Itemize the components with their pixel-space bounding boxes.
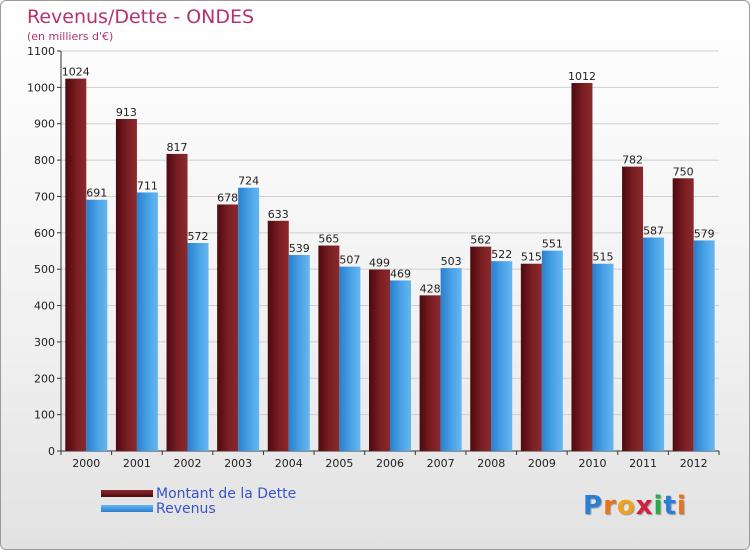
data-label: 507 bbox=[339, 254, 360, 267]
legend-swatch-debt bbox=[101, 490, 153, 497]
logo-letter: i bbox=[676, 491, 687, 521]
bar-debt bbox=[419, 295, 441, 451]
logo-letter: r bbox=[603, 491, 617, 521]
data-label: 551 bbox=[542, 238, 563, 251]
data-label: 691 bbox=[86, 187, 107, 200]
bar-debt bbox=[166, 153, 188, 451]
bar-debt bbox=[622, 166, 644, 452]
logo-letter: P bbox=[583, 491, 604, 521]
plot-area: 0 100 200 300 400 500 600 700 800 900 1000 1100 2000… bbox=[27, 45, 720, 470]
bar-debt bbox=[571, 83, 593, 451]
y-tick-label: 1100 bbox=[27, 45, 55, 58]
bar-revenue bbox=[440, 268, 462, 451]
y-tick-label: 600 bbox=[34, 227, 55, 240]
y-tick-label: 900 bbox=[34, 118, 55, 131]
data-label: 428 bbox=[420, 282, 441, 295]
data-label: 572 bbox=[188, 230, 209, 243]
x-tick-label: 2010 bbox=[578, 457, 606, 470]
x-tick-label: 2012 bbox=[680, 457, 708, 470]
y-tick-label: 200 bbox=[34, 372, 55, 385]
data-label: 499 bbox=[369, 257, 390, 270]
y-tick-label: 400 bbox=[34, 300, 55, 313]
bar-debt bbox=[369, 269, 390, 451]
bar-debt bbox=[267, 220, 289, 451]
data-label: 633 bbox=[268, 208, 289, 221]
y-tick-label: 800 bbox=[34, 154, 55, 167]
x-tick-label: 2000 bbox=[72, 457, 100, 470]
bar-debt bbox=[65, 78, 87, 452]
bar-debt bbox=[470, 246, 492, 451]
data-label: 515 bbox=[521, 251, 542, 264]
y-tick-label: 700 bbox=[34, 190, 55, 203]
bar-revenue bbox=[86, 199, 108, 451]
logo-letter: t bbox=[663, 491, 677, 521]
data-label: 565 bbox=[318, 233, 339, 246]
bar-debt bbox=[520, 263, 542, 451]
bar-revenue bbox=[643, 237, 665, 451]
chart-subtitle: (en milliers d'€) bbox=[27, 30, 114, 43]
x-tick-label: 2011 bbox=[629, 457, 657, 470]
data-label: 1024 bbox=[62, 66, 90, 79]
bar-revenue bbox=[541, 250, 563, 451]
chart-title: Revenus/Dette - ONDES bbox=[27, 6, 255, 28]
y-tick-label: 1000 bbox=[27, 81, 55, 94]
bar-revenue bbox=[288, 255, 310, 451]
x-tick-label: 2003 bbox=[224, 457, 252, 470]
data-label: 711 bbox=[137, 179, 158, 192]
x-tick-label: 2007 bbox=[427, 457, 455, 470]
bar-revenue bbox=[592, 263, 614, 451]
bar-debt bbox=[115, 119, 137, 451]
y-tick-label: 300 bbox=[34, 336, 55, 349]
data-label: 522 bbox=[491, 248, 512, 261]
data-label: 817 bbox=[167, 141, 188, 154]
data-label: 539 bbox=[289, 242, 310, 255]
data-label: 503 bbox=[441, 255, 462, 268]
bar-revenue bbox=[491, 261, 513, 451]
x-tick-label: 2005 bbox=[325, 457, 353, 470]
data-label: 469 bbox=[390, 267, 411, 280]
logo-letter: x bbox=[635, 491, 654, 521]
y-tick-label: 0 bbox=[48, 445, 55, 458]
bar-revenue bbox=[187, 243, 209, 451]
legend-label-debt: Montant de la Dette bbox=[156, 486, 297, 502]
data-label: 562 bbox=[470, 234, 491, 247]
bar-debt bbox=[318, 245, 340, 451]
data-label: 587 bbox=[643, 225, 664, 238]
bar-debt bbox=[217, 204, 239, 451]
bar-revenue bbox=[339, 266, 361, 451]
bar-revenue bbox=[136, 192, 158, 452]
bar-revenue bbox=[238, 187, 260, 451]
data-label: 515 bbox=[592, 251, 613, 264]
legend-swatch-revenue bbox=[101, 505, 153, 512]
logo-letter: i bbox=[653, 491, 664, 521]
proxiti-logo: Proxiti bbox=[583, 491, 687, 521]
data-label: 678 bbox=[217, 191, 238, 204]
x-tick-label: 2002 bbox=[174, 457, 202, 470]
y-tick-label: 100 bbox=[34, 409, 55, 422]
bar-revenue bbox=[693, 240, 715, 451]
x-tick-label: 2006 bbox=[376, 457, 404, 470]
data-label: 913 bbox=[116, 106, 137, 119]
data-label: 750 bbox=[673, 165, 694, 178]
x-tick-label: 2009 bbox=[528, 457, 556, 470]
bar-debt bbox=[672, 178, 694, 452]
legend-label-revenue: Revenus bbox=[156, 501, 216, 517]
data-label: 1012 bbox=[568, 70, 596, 83]
bar-revenue bbox=[390, 280, 411, 451]
x-tick-label: 2008 bbox=[477, 457, 505, 470]
data-label: 724 bbox=[238, 175, 259, 188]
data-label: 579 bbox=[694, 227, 715, 240]
x-tick-label: 2004 bbox=[275, 457, 303, 470]
data-label: 782 bbox=[622, 154, 643, 167]
x-tick-label: 2001 bbox=[123, 457, 151, 470]
logo-letter: o bbox=[616, 491, 636, 521]
y-tick-label: 500 bbox=[34, 263, 55, 276]
